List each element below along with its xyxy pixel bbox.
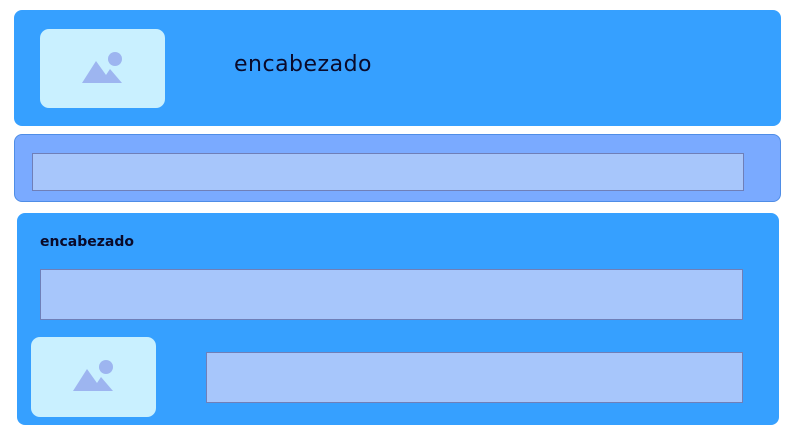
header-panel: encabezado [14,10,781,126]
content-title: encabezado [40,234,134,250]
image-placeholder-icon [72,360,113,391]
header-title: encabezado [234,52,373,77]
content-image-placeholder [31,337,156,417]
content-text-field-top[interactable] [40,269,743,320]
content-text-field-bottom[interactable] [206,352,743,403]
image-placeholder-icon [81,51,122,83]
nav-input[interactable] [32,153,744,191]
content-panel: encabezado [17,213,779,425]
nav-panel [14,134,781,202]
header-image-placeholder [40,29,165,108]
